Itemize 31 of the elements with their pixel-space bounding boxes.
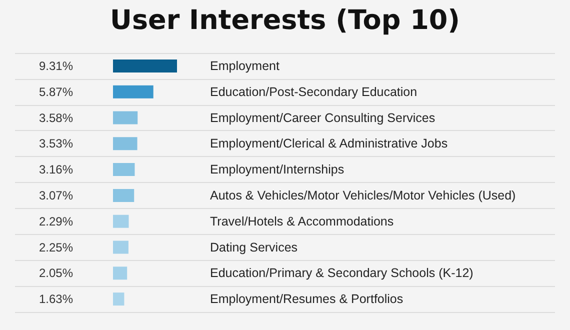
data-label: 1.63% (38, 292, 74, 306)
bar (113, 85, 154, 98)
bar (113, 59, 177, 72)
bar (113, 214, 129, 228)
data-label: 3.07% (38, 188, 74, 202)
bar (113, 292, 124, 306)
y-tick-label: Dating Services (210, 240, 298, 254)
data-label: 3.58% (38, 110, 74, 125)
bar (113, 240, 128, 254)
bar (113, 163, 135, 176)
data-label: 2.29% (38, 214, 74, 228)
bar (113, 111, 138, 124)
data-label: 5.87% (38, 84, 74, 99)
bar (113, 188, 134, 202)
text: User Interests (Top 10) (110, 5, 460, 36)
data-label: 3.53% (38, 136, 74, 151)
y-tick-label: Education/Post-Secondary Education (210, 84, 418, 99)
bar (113, 266, 128, 280)
bar (113, 137, 138, 150)
data-label: 2.05% (38, 266, 74, 280)
data-label: 9.31% (38, 58, 74, 73)
y-tick-label: Employment/Resumes & Portfolios (210, 292, 404, 306)
y-tick-label: Employment/Clerical & Administrative Jobs (210, 136, 448, 151)
data-label: 2.25% (38, 240, 74, 254)
y-tick-label: Employment (210, 58, 280, 73)
y-tick-label: Employment/Internships (210, 162, 344, 177)
y-tick-label: Employment/Career Consulting Services (210, 110, 436, 125)
y-tick-label: Autos & Vehicles/Motor Vehicles/Motor Vehicles (Used) (210, 188, 516, 202)
data-label: 3.16% (38, 162, 74, 177)
y-tick-label: Travel/Hotels & Accommodations (210, 214, 394, 228)
y-tick-label: Education/Primary & Secondary Schools (K-12) (210, 266, 474, 280)
